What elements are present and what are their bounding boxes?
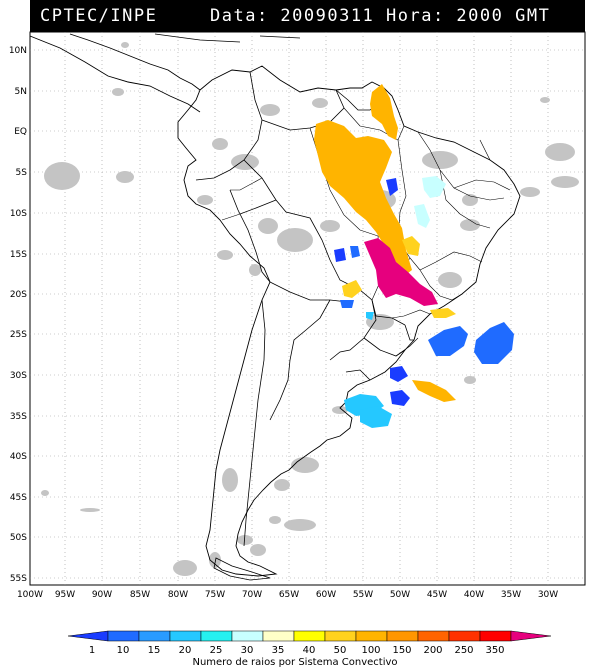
cloud-patches (41, 42, 579, 576)
lon-label: 50W (390, 590, 410, 600)
lightning-clusters (314, 84, 514, 428)
lon-label: 75W (205, 590, 225, 600)
lat-label: 15S (10, 250, 27, 260)
colorbar-tick: 30 (241, 645, 254, 656)
lat-label: 5N (15, 87, 27, 97)
lon-label: 30W (538, 590, 558, 600)
colorbar-cell (107, 630, 140, 642)
colorbar-cell (138, 630, 171, 642)
colorbar-tick: 100 (361, 645, 380, 656)
lat-label: 30S (10, 371, 27, 381)
lon-label: 100W (17, 590, 43, 600)
source-title: CPTEC/INPE (40, 6, 158, 26)
colorbar-label: Numero de raios por Sistema Convectivo (192, 657, 397, 668)
colorbar-tick: 20 (179, 645, 192, 656)
colorbar-tick: 350 (485, 645, 504, 656)
lat-label: 55S (10, 574, 27, 584)
lon-label: 80W (168, 590, 188, 600)
colorbar-tick: 250 (454, 645, 473, 656)
colorbar-cell (355, 630, 388, 642)
colorbar-tick: 15 (148, 645, 161, 656)
colorbar-cell (200, 630, 233, 642)
lat-label: 5S (16, 168, 28, 178)
lat-label: EQ (14, 127, 27, 137)
colorbar-cell (67, 630, 109, 642)
colorbar-cell (417, 630, 450, 642)
colorbar-cell (479, 630, 512, 642)
coastline-south-america (177, 65, 521, 577)
graticule (30, 32, 585, 585)
lon-labels: 100W 95W 90W 85W 80W 75W 70W 65W 60W 55W… (17, 590, 558, 600)
lat-label: 25S (10, 330, 27, 340)
lon-label: 35W (501, 590, 521, 600)
lat-label: 40S (10, 452, 27, 462)
lon-label: 70W (242, 590, 262, 600)
map-frame (29, 31, 586, 586)
lat-label: 10S (10, 209, 27, 219)
colorbar-cell (169, 630, 202, 642)
lon-label: 40W (464, 590, 484, 600)
colorbar-tick: 40 (303, 645, 316, 656)
colorbar-cell (510, 630, 552, 642)
lon-label: 95W (55, 590, 75, 600)
colorbar-cell (293, 630, 326, 642)
lat-label: 10N (9, 46, 27, 56)
colorbar-tick: 35 (272, 645, 285, 656)
colorbar-cell (324, 630, 357, 642)
colorbar-cell (386, 630, 419, 642)
lat-label: 20S (10, 290, 27, 300)
coastline-caribbean (154, 33, 301, 43)
colorbar-tick: 50 (334, 645, 347, 656)
tierra-del-fuego (213, 557, 271, 581)
colorbar-tick: 200 (423, 645, 442, 656)
header-bar: CPTEC/INPE Data: 20090311 Hora: 2000 GMT (30, 0, 585, 32)
lat-label: 50S (10, 533, 27, 543)
lon-label: 85W (130, 590, 150, 600)
date-time-title: Data: 20090311 Hora: 2000 GMT (210, 6, 551, 26)
coastline-central-america (29, 33, 201, 113)
lon-label: 55W (353, 590, 373, 600)
colorbar-tick: 1 (89, 645, 95, 656)
colorbar-tick: 10 (117, 645, 130, 656)
colorbar-cell (262, 630, 295, 642)
lat-labels: 10N 5N EQ 5S 10S 15S 20S 25S 30S 35S 40S… (9, 46, 27, 584)
colorbar-tick: 150 (392, 645, 411, 656)
colorbar-ticks: 1 10 15 20 25 30 35 40 50 100 150 200 25… (89, 645, 505, 656)
lon-label: 90W (92, 590, 112, 600)
lon-label: 45W (427, 590, 447, 600)
lon-label: 60W (316, 590, 336, 600)
colorbar-cell (231, 630, 264, 642)
colorbar-cell (448, 630, 481, 642)
lon-label: 65W (279, 590, 299, 600)
colorbar: 1 10 15 20 25 30 35 40 50 100 150 200 25… (67, 630, 552, 668)
colorbar-cells (67, 630, 552, 642)
colorbar-tick: 25 (210, 645, 223, 656)
lat-label: 35S (10, 412, 27, 422)
lat-label: 45S (10, 493, 27, 503)
